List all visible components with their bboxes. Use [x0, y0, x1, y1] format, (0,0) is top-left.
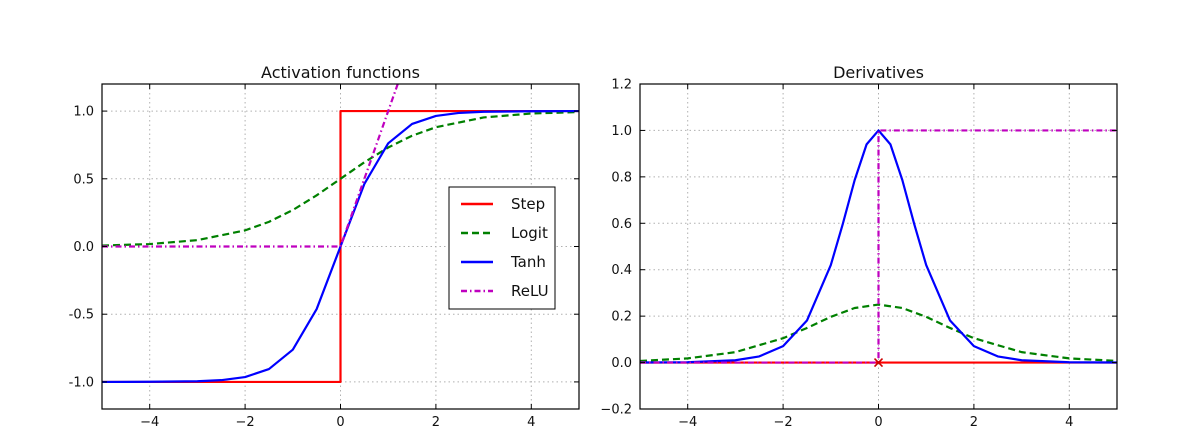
legend: Step Logit Tanh ReLU	[448, 186, 556, 310]
x-tick-label: 4	[527, 415, 535, 430]
legend-label-relu: ReLU	[511, 282, 549, 300]
x-tick-label: −4	[678, 415, 697, 430]
x-tick-label: −4	[140, 415, 159, 430]
series-1-line	[640, 303, 1117, 363]
y-tick-label: −0.2	[600, 403, 632, 418]
legend-label-tanh: Tanh	[510, 253, 546, 271]
series-3-line	[640, 129, 1117, 364]
y-tick-label: -1.0	[69, 375, 94, 390]
x-tick-label: 4	[1065, 415, 1073, 430]
origin-marker	[873, 358, 884, 368]
legend-label-logit: Logit	[511, 224, 548, 242]
chart-title: Activation functions	[261, 63, 420, 82]
relu-line	[102, 84, 399, 248]
chart-title: Derivatives	[833, 63, 924, 82]
x-tick-label: −2	[236, 415, 255, 430]
y-tick-label: 0.2	[611, 310, 632, 325]
x-tick-label: 2	[970, 415, 978, 430]
legend-label-step: Step	[511, 195, 545, 213]
y-tick-label: 1.2	[611, 78, 632, 93]
y-tick-label: 1.0	[611, 124, 632, 139]
x-tick-label: −2	[774, 415, 793, 430]
series-2-line	[640, 129, 1117, 364]
x-tick-label: 0	[336, 415, 344, 430]
x-tick-label: 0	[874, 415, 882, 430]
y-tick-label: 1.0	[73, 105, 94, 120]
activation-functions-panel: −4 −2 0 2 4 -1.0 -0.5 0.0 0.5 1.0 Activation funct…	[69, 63, 580, 430]
y-tick-label: 0.4	[611, 263, 632, 278]
y-tick-label: 0.0	[73, 240, 94, 255]
y-tick-label: -0.5	[69, 308, 94, 323]
y-tick-label: 0.0	[611, 356, 632, 371]
y-tick-label: 0.5	[73, 172, 94, 187]
y-tick-label: 0.6	[611, 217, 632, 232]
logit-line	[102, 110, 579, 247]
y-tick-label: 0.8	[611, 170, 632, 185]
x-tick-label: 2	[432, 415, 440, 430]
derivatives-panel: −4 −2 0 2 4 −0.2 0.0 0.2 0.4 0.6 0.8 1.0 1.2 Derivati…	[600, 63, 1118, 430]
